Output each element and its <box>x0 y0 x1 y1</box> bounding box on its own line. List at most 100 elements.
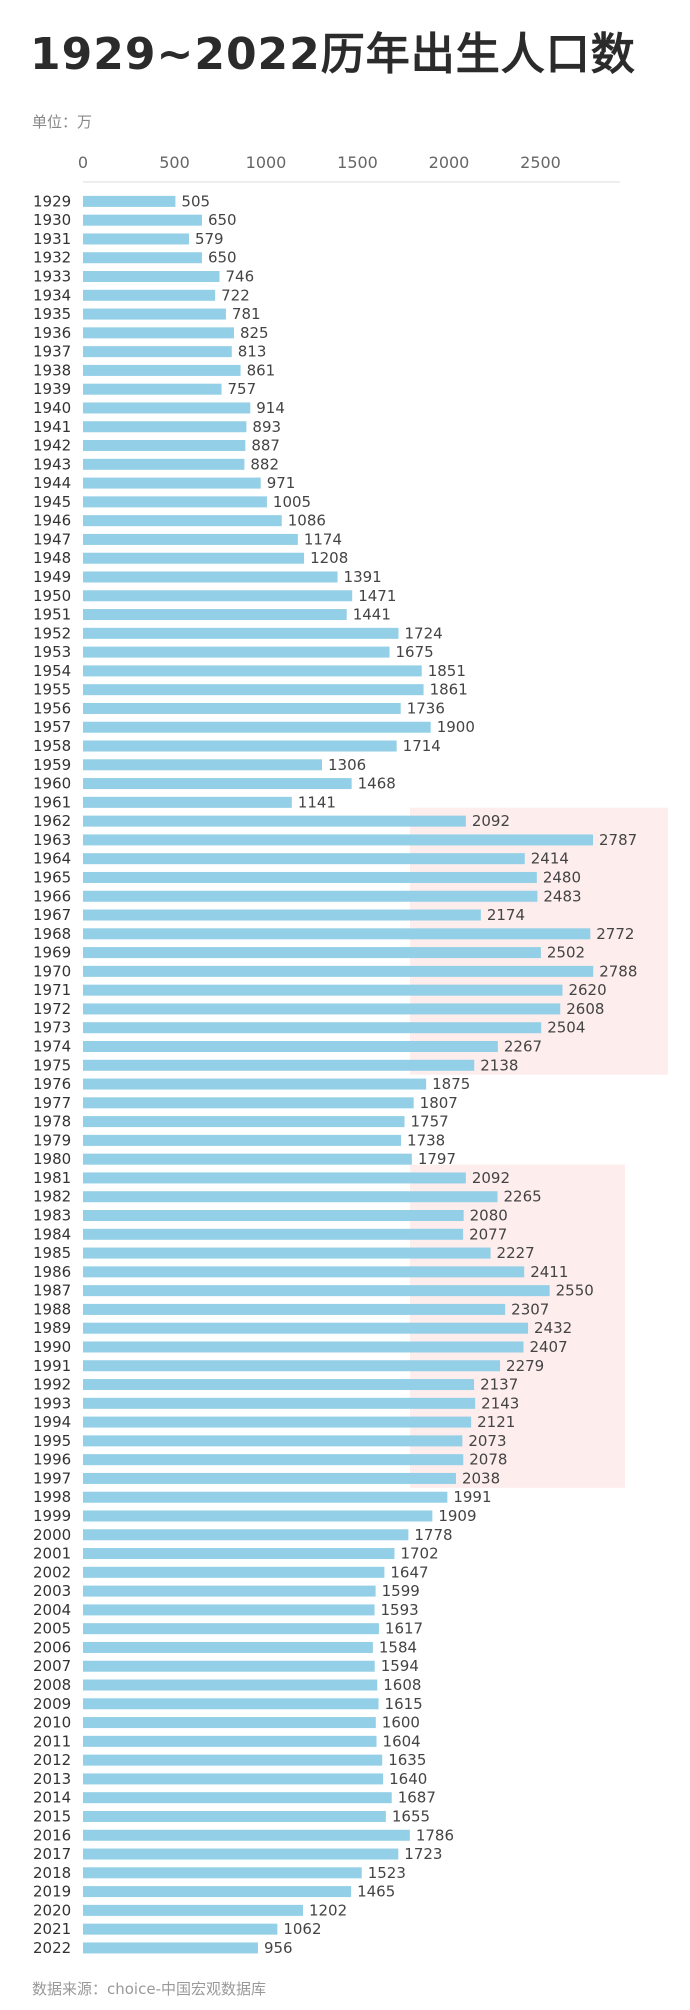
bar <box>83 1942 258 1954</box>
bar <box>83 1247 491 1259</box>
bar <box>83 1491 448 1503</box>
bar <box>83 1529 409 1541</box>
bar <box>83 665 422 677</box>
year-label: 1954 <box>33 662 71 680</box>
bar <box>83 1285 550 1297</box>
bar <box>83 195 176 207</box>
year-label: 2014 <box>33 1789 71 1807</box>
year-label: 1932 <box>33 249 71 267</box>
year-label: 1960 <box>33 775 71 793</box>
year-label: 1977 <box>33 1094 71 1112</box>
year-label: 1986 <box>33 1263 71 1281</box>
value-label: 1086 <box>288 512 326 530</box>
bar <box>83 928 591 940</box>
bar <box>83 1303 506 1315</box>
value-label: 2480 <box>543 868 581 886</box>
value-label: 2279 <box>506 1357 544 1375</box>
bar <box>83 590 353 602</box>
value-label: 579 <box>195 230 224 248</box>
bar <box>83 496 267 508</box>
bar <box>83 1904 303 1916</box>
year-label: 1990 <box>33 1338 71 1356</box>
value-label: 2504 <box>547 1019 585 1037</box>
value-label: 1584 <box>379 1638 417 1656</box>
bar <box>83 1773 384 1785</box>
bar <box>83 364 241 376</box>
year-label: 1997 <box>33 1469 71 1487</box>
bar <box>83 1810 386 1822</box>
value-label: 1600 <box>382 1714 420 1732</box>
year-label: 1985 <box>33 1244 71 1262</box>
bar <box>83 421 247 433</box>
value-label: 2502 <box>547 944 585 962</box>
bar <box>83 1172 466 1184</box>
value-label: 781 <box>232 305 261 323</box>
year-label: 1931 <box>33 230 71 248</box>
value-label: 1523 <box>368 1864 406 1882</box>
bar <box>83 1397 476 1409</box>
bar <box>83 477 261 489</box>
year-label: 2018 <box>33 1864 71 1882</box>
value-label: 2174 <box>487 906 525 924</box>
value-label: 1640 <box>389 1770 427 1788</box>
bar <box>83 1886 352 1898</box>
value-label: 914 <box>256 399 285 417</box>
year-label: 1967 <box>33 906 71 924</box>
value-label: 2411 <box>530 1263 568 1281</box>
value-label: 2137 <box>480 1376 518 1394</box>
bar <box>83 1210 464 1222</box>
year-label: 1936 <box>33 324 71 342</box>
value-label: 505 <box>181 192 210 210</box>
value-label: 2227 <box>497 1244 535 1262</box>
year-label: 2008 <box>33 1676 71 1694</box>
year-label: 2010 <box>33 1714 71 1732</box>
year-label: 1937 <box>33 343 71 361</box>
value-label: 2307 <box>511 1300 549 1318</box>
bar <box>83 1191 498 1203</box>
year-label: 2005 <box>33 1620 71 1638</box>
value-label: 893 <box>252 418 281 436</box>
bar <box>83 1472 456 1484</box>
bar <box>83 834 594 846</box>
year-label: 1966 <box>33 887 71 905</box>
year-label: 1989 <box>33 1319 71 1337</box>
bar <box>83 984 563 996</box>
value-label: 2620 <box>568 981 606 999</box>
year-label: 1975 <box>33 1056 71 1074</box>
value-label: 1468 <box>358 775 396 793</box>
year-label: 1929 <box>33 192 71 210</box>
year-label: 1970 <box>33 962 71 980</box>
year-label: 1974 <box>33 1037 71 1055</box>
value-label: 882 <box>250 455 279 473</box>
value-label: 722 <box>221 286 250 304</box>
value-label: 2265 <box>503 1188 541 1206</box>
x-tick-label: 2500 <box>520 153 561 172</box>
chart-title: 1929~2022历年出生人口数 <box>30 29 636 80</box>
year-label: 1991 <box>33 1357 71 1375</box>
year-label: 1959 <box>33 756 71 774</box>
year-label: 1944 <box>33 474 71 492</box>
bar <box>83 965 594 977</box>
year-label: 1947 <box>33 530 71 548</box>
bar <box>83 721 431 733</box>
year-label: 1955 <box>33 681 71 699</box>
year-label: 1993 <box>33 1394 71 1412</box>
value-label: 1604 <box>383 1732 421 1750</box>
bar <box>83 1379 475 1391</box>
value-label: 1900 <box>437 718 475 736</box>
value-label: 813 <box>238 343 267 361</box>
year-label: 1996 <box>33 1451 71 1469</box>
bar <box>83 1003 561 1015</box>
value-label: 1991 <box>453 1488 491 1506</box>
value-label: 1635 <box>388 1751 426 1769</box>
bar <box>83 909 481 921</box>
bar <box>83 1078 427 1090</box>
value-label: 2432 <box>534 1319 572 1337</box>
value-label: 2787 <box>599 831 637 849</box>
bar <box>83 1660 375 1672</box>
bar <box>83 1604 375 1616</box>
x-tick-label: 0 <box>78 153 88 172</box>
bar <box>83 440 246 452</box>
year-label: 2016 <box>33 1826 71 1844</box>
